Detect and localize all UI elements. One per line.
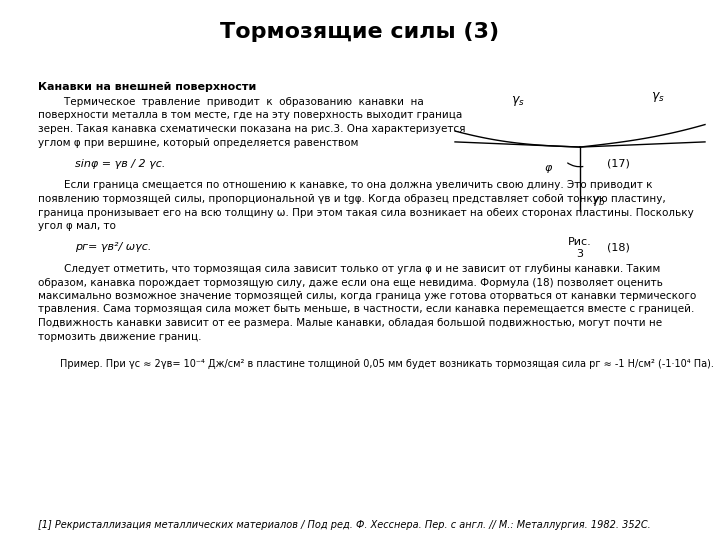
Text: φ: φ [544, 163, 552, 173]
Text: Канавки на внешней поверхности: Канавки на внешней поверхности [38, 82, 256, 92]
Text: Пример. При γс ≈ 2γв= 10⁻⁴ Дж/см² в пластине толщиной 0,05 мм будет возникать то: Пример. При γс ≈ 2γв= 10⁻⁴ Дж/см² в плас… [60, 359, 714, 369]
Text: $γ_b$: $γ_b$ [590, 194, 606, 208]
Text: $γ_s$: $γ_s$ [511, 94, 525, 108]
Text: Если граница смещается по отношению к канавке, то она должна увеличить свою длин: Если граница смещается по отношению к ка… [38, 180, 652, 191]
Text: максимально возможное значение тормозящей силы, когда граница уже готова оторват: максимально возможное значение тормозяще… [38, 291, 696, 301]
Text: $γ_s$: $γ_s$ [651, 90, 665, 104]
Text: зерен. Такая канавка схематически показана на рис.3. Она характеризуется: зерен. Такая канавка схематически показа… [38, 124, 466, 134]
Text: (18): (18) [607, 242, 630, 253]
Text: Следует отметить, что тормозящая сила зависит только от угла φ и не зависит от г: Следует отметить, что тормозящая сила за… [38, 264, 660, 274]
Text: тормозить движение границ.: тормозить движение границ. [38, 332, 202, 341]
Text: Подвижность канавки зависит от ее размера. Малые канавки, обладая большой подвиж: Подвижность канавки зависит от ее размер… [38, 318, 662, 328]
Text: Рис.: Рис. [568, 237, 592, 247]
Text: углом φ при вершине, который определяется равенством: углом φ при вершине, который определяетс… [38, 138, 359, 147]
Text: (17): (17) [607, 159, 630, 169]
Text: появлению тормозящей силы, пропорциональной γв и tgφ. Когда образец представляет: появлению тормозящей силы, пропорциональ… [38, 194, 666, 204]
Text: граница пронизывает его на всю толщину ω. При этом такая сила возникает на обеих: граница пронизывает его на всю толщину ω… [38, 207, 694, 218]
Text: Термическое  травление  приводит  к  образованию  канавки  на: Термическое травление приводит к образов… [38, 97, 424, 107]
Text: pг= γв²/ ωγс.: pг= γв²/ ωγс. [75, 242, 151, 253]
Text: sinφ = γв / 2 γс.: sinφ = γв / 2 γс. [75, 159, 166, 169]
Text: Тормозящие силы (3): Тормозящие силы (3) [220, 22, 500, 42]
Text: 3: 3 [577, 249, 583, 259]
Text: [1] Рекристаллизация металлических материалов / Под ред. Ф. Хесснера. Пер. с анг: [1] Рекристаллизация металлических матер… [38, 520, 651, 530]
Text: травления. Сама тормозящая сила может быть меньше, в частности, если канавка пер: травления. Сама тормозящая сила может бы… [38, 305, 694, 314]
Text: образом, канавка порождает тормозящую силу, даже если она еще невидима. Формула : образом, канавка порождает тормозящую си… [38, 278, 663, 287]
Text: угол φ мал, то: угол φ мал, то [38, 221, 116, 231]
Text: поверхности металла в том месте, где на эту поверхность выходит граница: поверхности металла в том месте, где на … [38, 111, 462, 120]
